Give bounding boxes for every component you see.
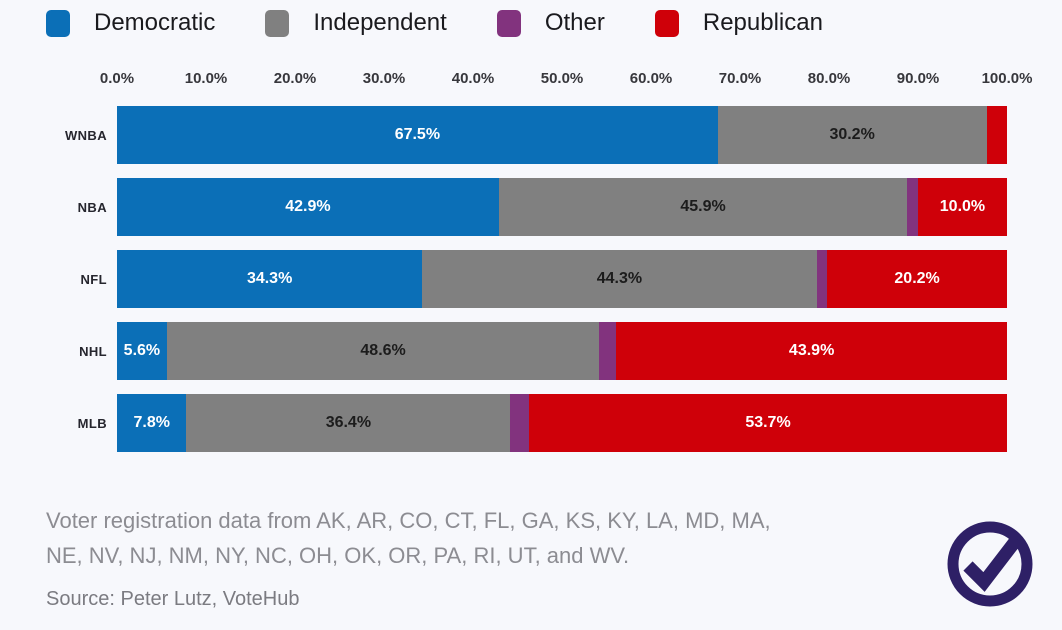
bar-segment-democratic[interactable]: 7.8% (117, 394, 187, 452)
plot-area: WNBA 67.5% 30.2% NBA 42.9% 45.9% 10.0% NFL 34.3%… (65, 106, 1007, 466)
bar-segment-independent[interactable]: 36.4% (186, 394, 511, 452)
bar-value-label: 45.9% (680, 198, 726, 215)
x-axis: 0.0% 10.0% 20.0% 30.0% 40.0% 50.0% 60.0% 70.0% 8… (100, 70, 1033, 88)
legend-item-independent[interactable]: Independent (265, 9, 447, 37)
bar-segment-democratic[interactable]: 67.5% (117, 106, 718, 164)
legend-item-republican[interactable]: Republican (654, 9, 823, 37)
x-axis-tick: 70.0% (718, 70, 762, 87)
legend-item-democratic[interactable]: Democratic (46, 9, 215, 37)
bar-segment-republican[interactable]: 43.9% (616, 322, 1007, 380)
bar-segment-republican[interactable]: 10.0% (917, 178, 1007, 236)
bar-segment-independent[interactable]: 44.3% (422, 250, 817, 308)
row-label: NBA (77, 199, 107, 215)
legend-label: Other (544, 9, 605, 36)
bar-value-label: 5.6% (123, 342, 161, 359)
x-axis-tick: 100.0% (981, 70, 1033, 87)
bar-segment-republican[interactable] (986, 106, 1007, 164)
x-axis-tick: 30.0% (362, 70, 406, 87)
bar-value-label: 36.4% (325, 414, 372, 431)
bar-segment-republican[interactable]: 20.2% (827, 250, 1007, 308)
bar-value-label: 48.6% (360, 342, 406, 359)
bar-value-label: 20.2% (894, 270, 940, 287)
legend-swatch-icon (654, 9, 679, 37)
footnote-line-1: Voter registration data from AK, AR, CO,… (46, 508, 771, 533)
x-axis-tick: 90.0% (896, 70, 940, 87)
bar-row-nfl: NFL 34.3% 44.3% 20.2% (81, 250, 1007, 308)
bar-segment-republican[interactable]: 53.7% (529, 394, 1007, 452)
bar-value-label: 67.5% (394, 126, 441, 143)
footnote-line-2: NE, NV, NJ, NM, NY, NC, OH, OK, OR, PA, … (46, 543, 630, 568)
bar-segment-independent[interactable]: 48.6% (166, 322, 600, 380)
bar-segment-other[interactable] (599, 322, 617, 380)
chart-legend: Democratic Independent Other Republican (46, 9, 823, 37)
row-label: WNBA (64, 127, 107, 143)
legend-swatch-icon (496, 9, 521, 37)
bar-segment-other[interactable] (510, 394, 530, 452)
bar-value-label: 30.2% (829, 126, 875, 143)
bar-value-label: 10.0% (939, 198, 986, 215)
legend-swatch-icon (46, 9, 70, 37)
x-axis-tick: 10.0% (184, 70, 228, 87)
source-credit: Source: Peter Lutz, VoteHub (46, 588, 300, 610)
x-axis-tick: 60.0% (629, 70, 673, 87)
bar-row-mlb: MLB 7.8% 36.4% 53.7% (78, 394, 1007, 452)
x-axis-tick: 50.0% (540, 70, 584, 87)
bar-segment-other[interactable] (816, 250, 828, 308)
bar-segment-independent[interactable]: 30.2% (717, 106, 987, 164)
bar-value-label: 44.3% (596, 270, 643, 287)
legend-swatch-icon (265, 9, 290, 37)
x-axis-tick: 0.0% (99, 70, 135, 87)
check-circle-icon (947, 521, 1033, 607)
x-axis-tick: 80.0% (807, 70, 851, 87)
bar-segment-democratic[interactable]: 5.6% (117, 322, 167, 380)
row-label: NHL (79, 343, 107, 359)
x-axis-tick: 40.0% (451, 70, 495, 87)
bar-value-label: 7.8% (133, 414, 170, 431)
bar-row-nba: NBA 42.9% 45.9% 10.0% (78, 178, 1007, 236)
legend-label: Independent (313, 9, 447, 36)
row-label: NFL (80, 271, 107, 287)
bar-value-label: 53.7% (745, 414, 791, 431)
bar-segment-other[interactable] (907, 178, 918, 236)
x-axis-tick: 20.0% (273, 70, 317, 87)
bar-segment-independent[interactable]: 45.9% (498, 178, 908, 236)
chart-footnote: Voter registration data from AK, AR, CO,… (46, 503, 771, 573)
bar-row-nhl: NHL 5.6% 48.6% 43.9% (79, 322, 1007, 380)
bar-row-wnba: WNBA 67.5% 30.2% (65, 106, 1007, 164)
bar-segment-democratic[interactable]: 42.9% (117, 178, 499, 236)
bar-value-label: 43.9% (788, 342, 835, 359)
row-label: MLB (77, 415, 107, 431)
legend-label: Republican (702, 9, 823, 36)
bar-value-label: 42.9% (285, 198, 331, 215)
legend-label: Democratic (94, 9, 216, 36)
legend-item-other[interactable]: Other (496, 9, 605, 37)
bar-segment-democratic[interactable]: 34.3% (117, 250, 423, 308)
bar-value-label: 34.3% (246, 270, 293, 287)
